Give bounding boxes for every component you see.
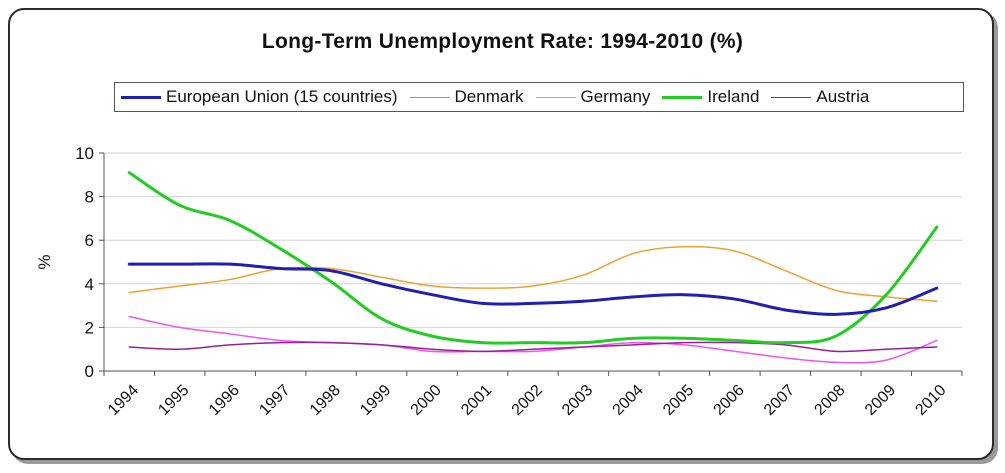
y-tick-label-2: 2	[85, 318, 94, 337]
x-tick-label-1994: 1994	[105, 382, 142, 419]
series-lines	[127, 171, 939, 364]
legend-swatch-austria	[771, 96, 812, 98]
legend-label-ireland: Ireland	[707, 87, 760, 106]
y-tick-label-0: 0	[85, 362, 94, 381]
y-tick-label-8: 8	[85, 188, 94, 207]
x-tick-label-1997: 1997	[256, 382, 293, 419]
x-tick-label-1996: 1996	[206, 382, 243, 419]
series-line-denmark	[128, 315, 938, 364]
x-tick-label-2000: 2000	[408, 382, 445, 419]
axes: 0 2 4 6 8 10% 1994 1995 1996 1997 1998 1999 2000 2001…	[35, 144, 963, 419]
legend-swatch-germany	[535, 96, 576, 98]
legend-item-germany: Germany	[535, 87, 651, 107]
gridlines	[104, 152, 962, 328]
x-tick-label-2001: 2001	[458, 382, 495, 419]
series-line-germany	[128, 245, 938, 302]
legend-item-denmark: Denmark	[409, 87, 524, 107]
chart-title: Long-Term Unemployment Rate: 1994-2010 (…	[261, 30, 744, 53]
y-tick-label-6: 6	[85, 231, 94, 250]
x-tick-label-2010: 2010	[912, 382, 949, 419]
legend-item-ireland: Ireland	[662, 87, 759, 107]
x-tick-label-2009: 2009	[862, 382, 899, 419]
legend-item-eu: European Union (15 countries)	[121, 87, 398, 107]
x-tick-label-2005: 2005	[660, 382, 697, 419]
x-tick-label-2008: 2008	[811, 382, 848, 419]
y-tick-label-4: 4	[85, 275, 94, 294]
series-line-ireland	[127, 171, 939, 345]
legend-item-austria: Austria	[771, 87, 869, 107]
series-line-austria	[128, 341, 938, 353]
x-tick-label-2004: 2004	[610, 382, 647, 419]
y-tick-label-10: 10	[75, 144, 94, 163]
x-tick-label-2003: 2003	[559, 382, 596, 419]
x-tick-label-1998: 1998	[307, 382, 344, 419]
y-axis-label: %	[35, 254, 54, 269]
legend-label-germany: Germany	[580, 87, 651, 106]
x-tick-label-1995: 1995	[155, 382, 192, 419]
x-tick-label-2007: 2007	[761, 382, 798, 419]
chart-legend: European Union (15 countries) Denmark Ge…	[114, 82, 964, 112]
legend-label-eu: European Union (15 countries)	[166, 87, 398, 106]
x-tick-label-2002: 2002	[509, 382, 546, 419]
legend-label-austria: Austria	[816, 87, 870, 106]
legend-label-denmark: Denmark	[454, 87, 524, 106]
legend-swatch-ireland	[662, 95, 703, 99]
legend-swatch-denmark	[409, 96, 450, 98]
x-tick-label-1999: 1999	[357, 382, 394, 419]
x-tick-label-2006: 2006	[711, 382, 748, 419]
legend-swatch-eu	[121, 95, 161, 99]
series-line-european-union-15-countries	[127, 262, 939, 316]
